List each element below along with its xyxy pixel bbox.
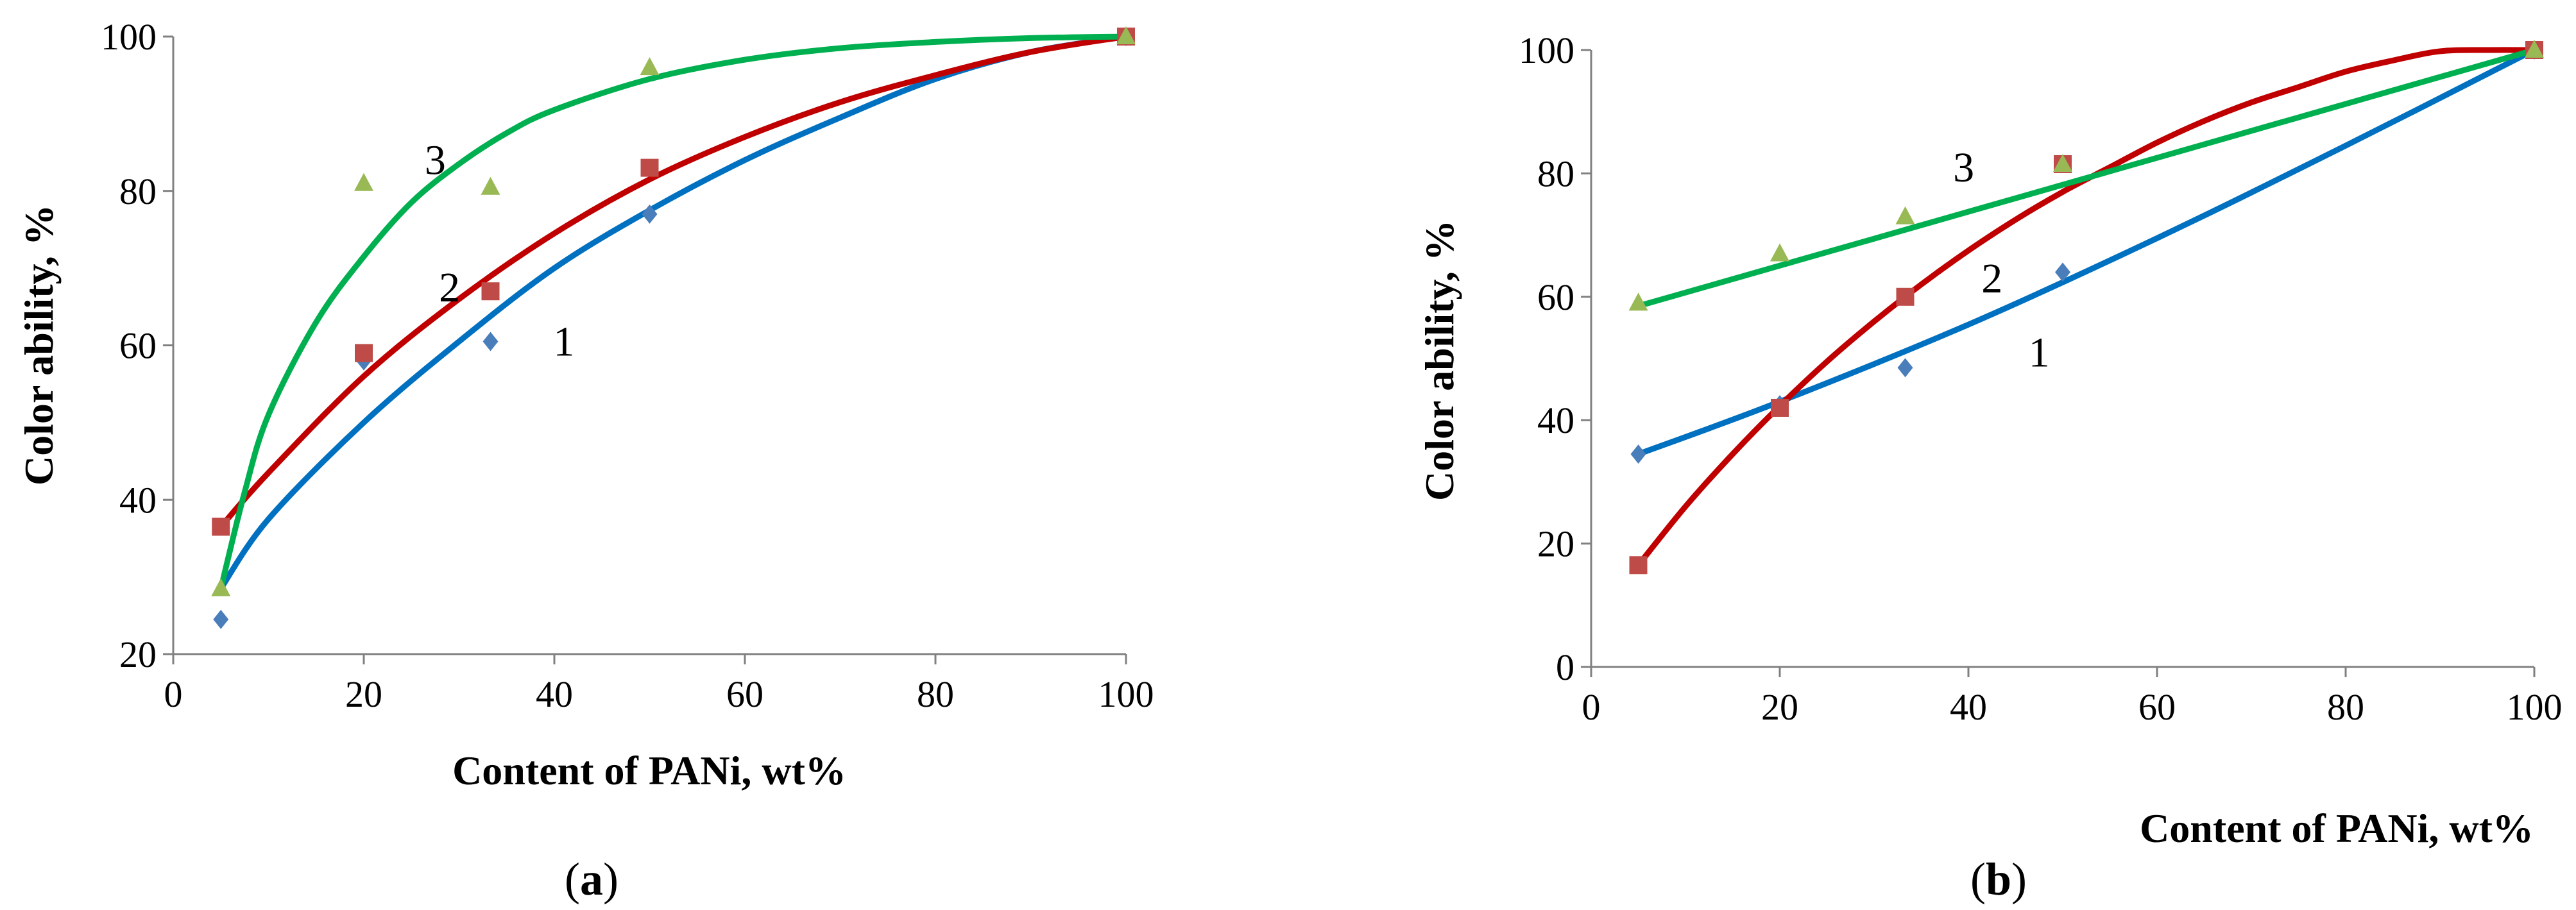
data-point-series-3 (640, 57, 660, 76)
x-tick-label: 60 (726, 673, 763, 715)
x-axis-title: Content of PANi, wt% (452, 748, 846, 793)
data-point-series-3 (354, 173, 373, 191)
caption-paren-open: ( (1970, 854, 1986, 905)
y-axis-title: Color ability, % (16, 205, 62, 485)
caption-paren-open: ( (565, 854, 580, 905)
y-tick-label: 40 (119, 479, 157, 521)
data-point-series-3 (1628, 292, 1648, 311)
caption-paren-close: ) (603, 854, 618, 905)
x-tick-label: 80 (917, 673, 954, 715)
x-tick-label: 40 (1950, 686, 1987, 728)
curve-label-1: 1 (2029, 329, 2050, 376)
caption-letter: a (580, 854, 603, 905)
x-tick-label: 0 (1582, 686, 1601, 728)
fit-curve-3 (1635, 47, 2538, 309)
data-point-series-1 (1630, 444, 1646, 464)
fit-curve-2 (218, 33, 1129, 530)
y-tick-label: 20 (1537, 523, 1574, 565)
data-point-series-2 (1896, 287, 1915, 306)
fit-curve-1 (1635, 47, 2538, 457)
y-axis-title: Color ability, % (1417, 220, 1462, 501)
y-tick-label: 80 (119, 171, 157, 212)
data-point-series-2 (1771, 398, 1789, 417)
fit-curve-1 (218, 33, 1129, 592)
x-axis-title: Content of PANi, wt% (2140, 805, 2534, 851)
fit-curve-2 (1635, 47, 2538, 568)
panel-caption: (a) (565, 854, 618, 905)
data-point-series-1 (642, 204, 658, 224)
data-point-series-3 (1116, 26, 1136, 44)
curve-label-3: 3 (425, 137, 446, 184)
x-tick-label: 100 (2507, 686, 2563, 728)
curve-label-2: 2 (1981, 255, 2002, 302)
fit-curve-3 (218, 33, 1129, 592)
data-point-series-3 (2053, 153, 2072, 172)
curve-label-3: 3 (1953, 144, 1974, 191)
curve-label-2: 2 (439, 264, 460, 311)
caption-letter: b (1986, 854, 2011, 905)
data-point-series-2 (355, 344, 373, 362)
chart-panel-b: 0 20 40 60 80 100 0 20 40 60 80 100 Content of PANi,… (1417, 29, 2563, 905)
data-point-series-1 (482, 332, 499, 351)
y-tick-label: 60 (1537, 276, 1574, 318)
caption-paren-close: ) (2011, 854, 2027, 905)
data-point-series-2 (481, 282, 500, 301)
data-point-series-2 (212, 518, 230, 536)
x-tick-label: 20 (1761, 686, 1798, 728)
data-point-series-1 (2055, 262, 2070, 282)
data-point-series-1 (1897, 358, 1913, 378)
data-point-series-3 (1895, 206, 1915, 224)
curve-label-1: 1 (553, 318, 574, 365)
x-tick-label: 80 (2327, 686, 2364, 728)
x-tick-label: 20 (345, 673, 382, 715)
x-tick-label: 40 (536, 673, 573, 715)
y-tick-label: 100 (101, 16, 157, 58)
x-tick-label: 60 (2138, 686, 2176, 728)
data-point-series-3 (2525, 40, 2544, 58)
panel-caption: (b) (1970, 854, 2027, 905)
data-point-series-1 (213, 609, 229, 629)
y-tick-label: 40 (1537, 400, 1574, 441)
data-point-series-2 (640, 158, 659, 177)
x-tick-label: 0 (164, 673, 183, 715)
data-point-series-3 (1770, 243, 1789, 262)
y-tick-label: 60 (119, 325, 157, 367)
y-tick-label: 80 (1537, 153, 1574, 194)
y-tick-label: 100 (1519, 29, 1574, 71)
y-tick-label: 0 (1556, 646, 1574, 688)
y-tick-label: 20 (119, 634, 157, 675)
data-point-series-2 (1629, 556, 1648, 575)
data-point-series-3 (481, 176, 500, 195)
x-tick-label: 100 (1098, 673, 1154, 715)
data-point-series-3 (211, 578, 231, 596)
